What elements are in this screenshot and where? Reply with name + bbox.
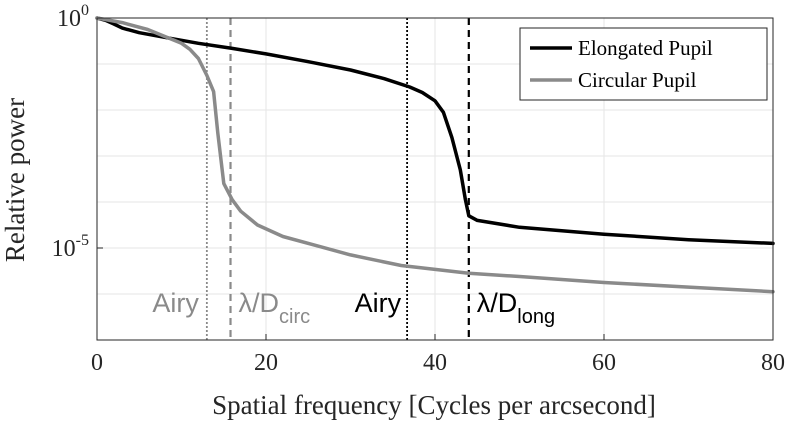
series-line-0 — [95, 16, 775, 246]
x-tick-label: 80 — [761, 350, 785, 376]
legend-label-circular: Circular Pupil — [578, 68, 697, 92]
reference-label: λ/Dlong — [477, 288, 555, 328]
x-tick-label: 60 — [592, 350, 616, 376]
axes: 0 20 40 60 80 100 10-5 — [52, 2, 785, 376]
y-tick-label: 100 — [57, 2, 89, 32]
x-tick-label: 20 — [254, 350, 278, 376]
grid — [96, 17, 774, 341]
legend: Elongated Pupil Circular Pupil — [519, 27, 768, 101]
reference-label: λ/Dcirc — [239, 288, 311, 328]
legend-box — [519, 27, 768, 101]
reference-label: Airy — [355, 288, 402, 318]
x-axis-label: Spatial frequency [Cycles per arcsecond] — [212, 390, 656, 420]
series-line-1 — [95, 16, 775, 294]
x-tick-label: 40 — [423, 350, 447, 376]
y-axis-label: Relative power — [0, 98, 30, 262]
series-group — [95, 16, 775, 294]
reference-labels: Airy λ/Dcirc Airy λ/Dlong — [152, 288, 555, 328]
x-tick-label: 0 — [91, 350, 103, 376]
y-tick-label: 10-5 — [52, 232, 89, 262]
reference-label: Airy — [152, 288, 199, 318]
legend-label-elongated: Elongated Pupil — [578, 36, 713, 60]
